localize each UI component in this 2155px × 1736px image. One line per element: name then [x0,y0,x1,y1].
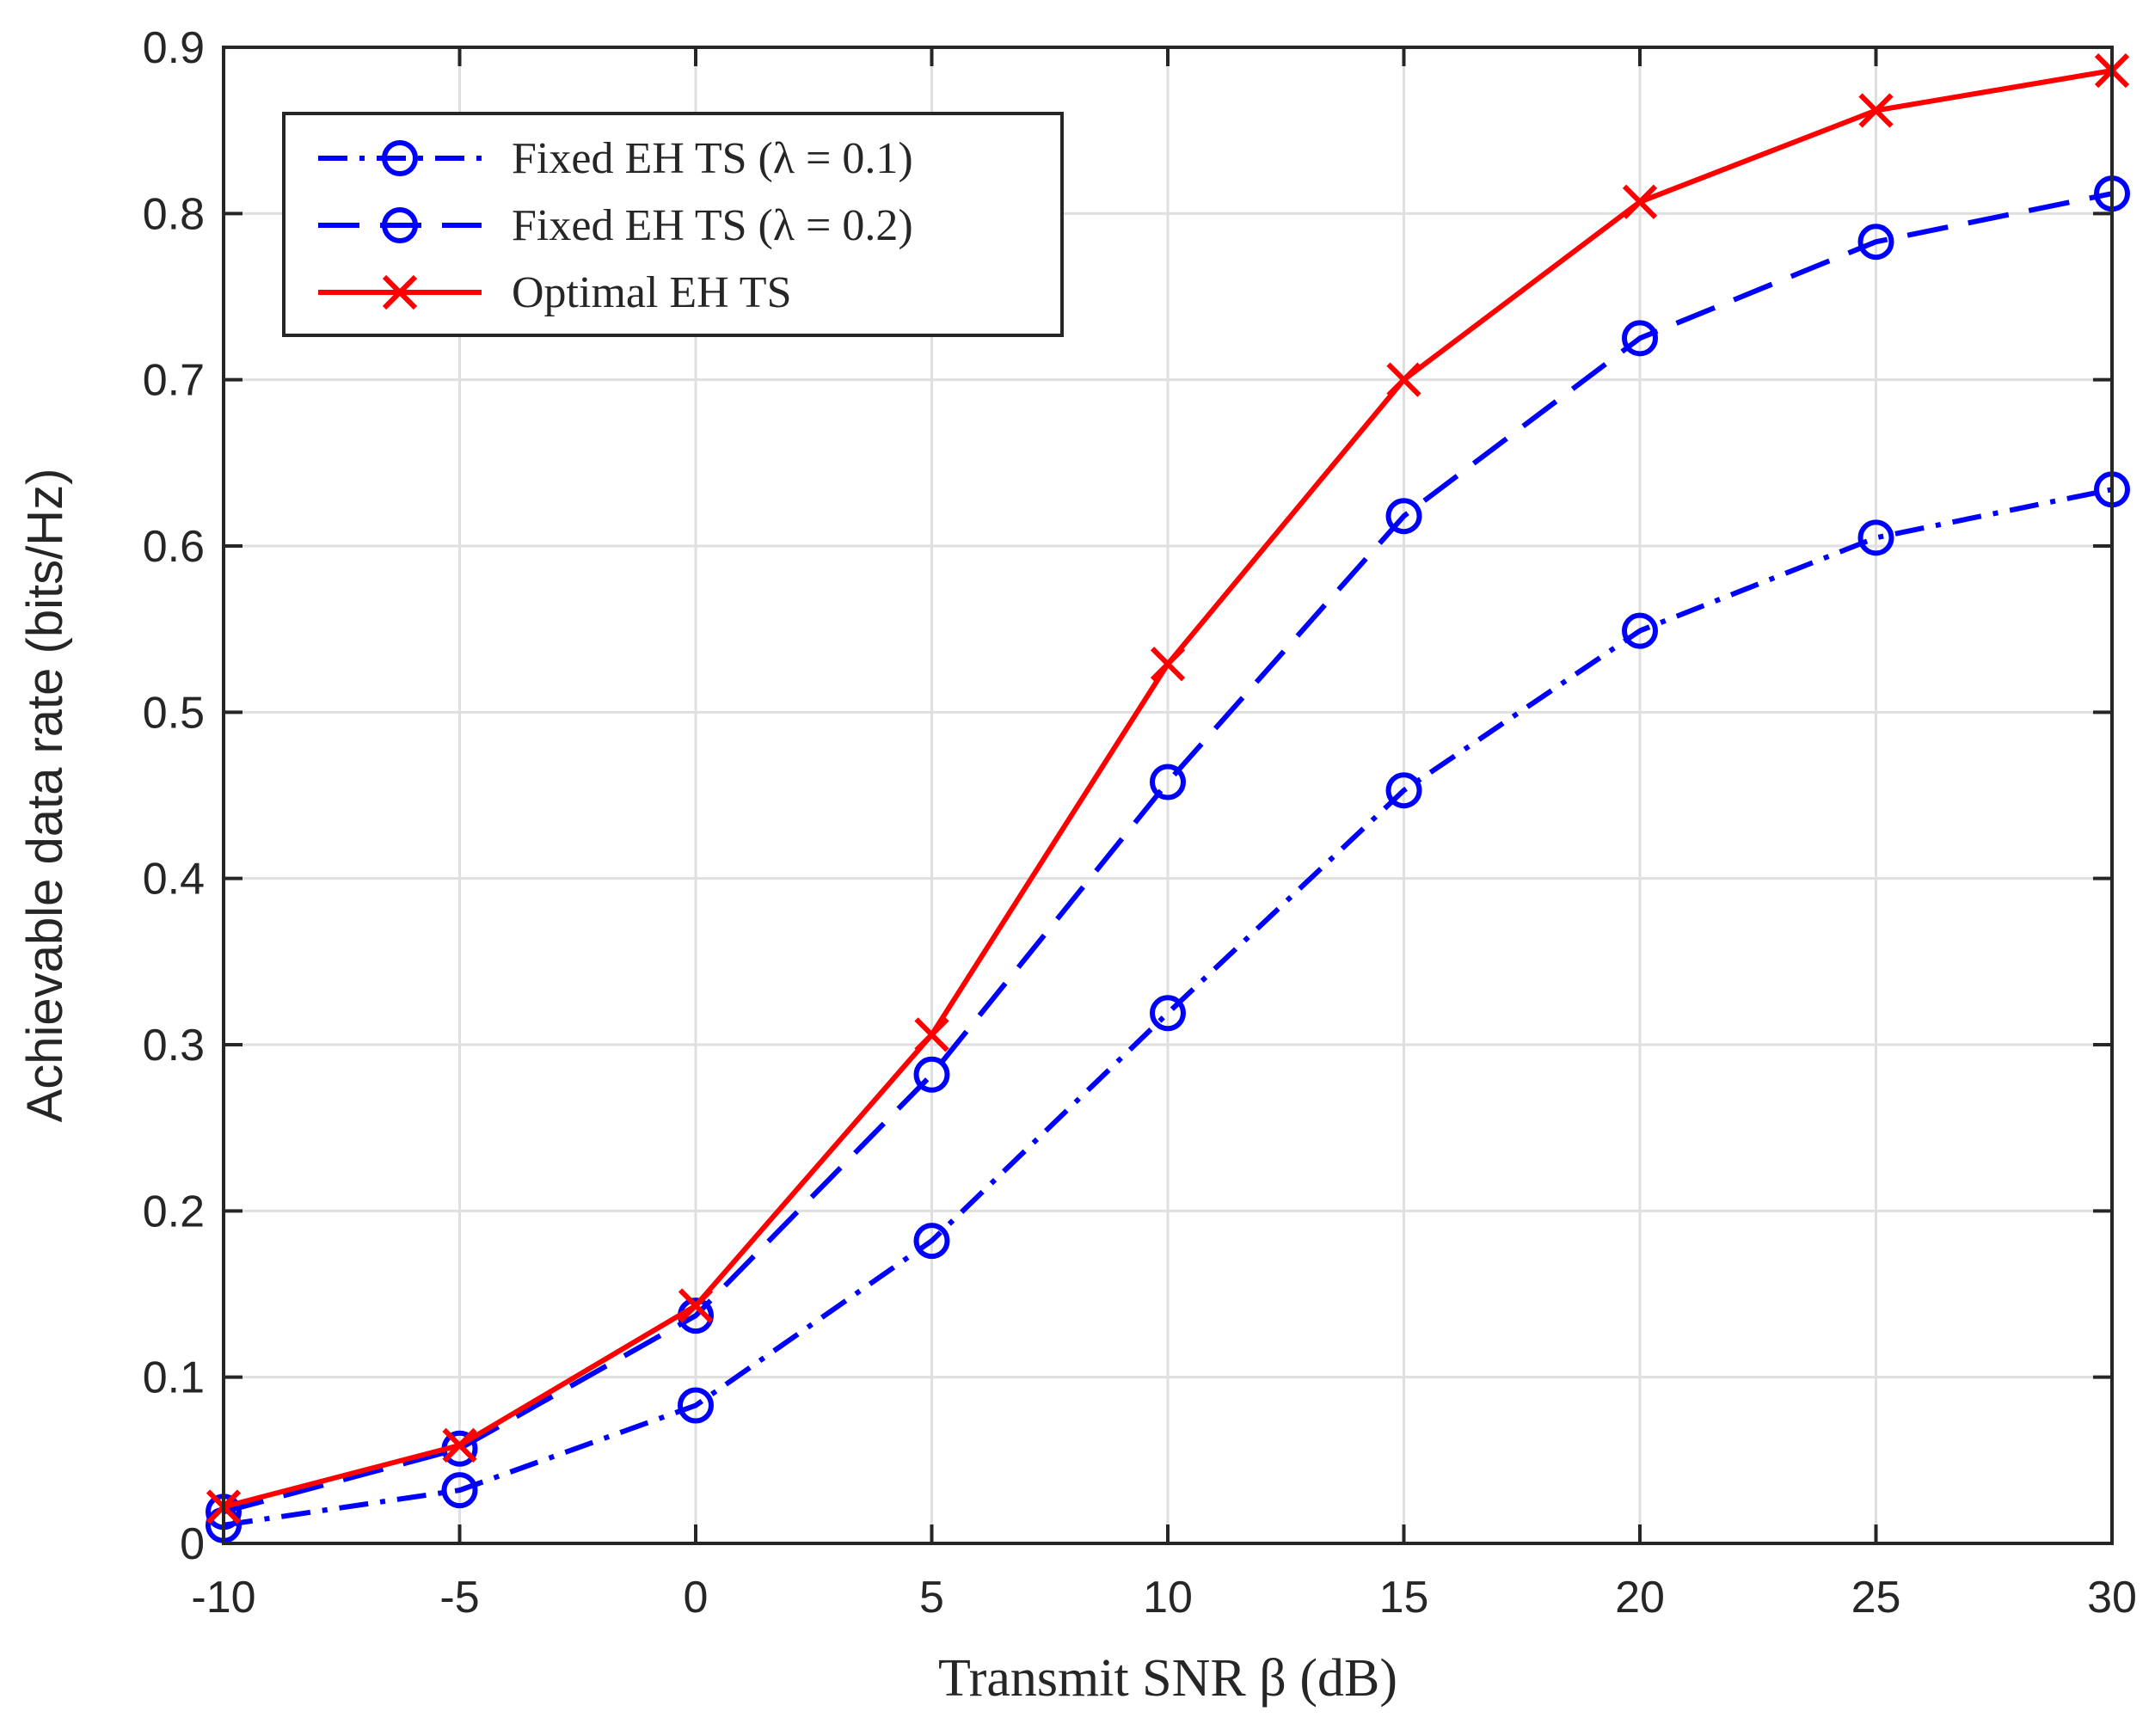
data-point [914,1017,949,1052]
x-tick-label: -5 [439,1573,479,1623]
y-tick-label: 0.8 [143,189,205,239]
y-tick-label: 0.4 [143,855,205,905]
series-layer [206,52,2130,1543]
y-tick-label: 0 [180,1519,205,1569]
legend-label: Fixed EH TS (λ = 0.1) [512,134,913,183]
data-point [913,1223,950,1260]
legend: Fixed EH TS (λ = 0.1) Fixed EH TS (λ = 0.… [282,112,1064,337]
x-marker-stroke [442,1427,477,1463]
ticks [222,46,2114,1545]
y-tick-label: 0.7 [143,356,205,406]
x-tick-label: 15 [1379,1573,1429,1623]
x-marker-stroke [1622,184,1658,219]
grid [222,46,2114,1545]
data-point [441,1472,478,1509]
legend-entry-2: Fixed EH TS (λ = 0.2) [318,201,913,250]
y-tick-label: 0.6 [143,522,205,572]
x-marker-stroke [382,274,418,310]
legend-marker [382,140,418,176]
x-tick-label: 30 [2087,1573,2137,1623]
legend-marker [382,274,418,310]
data-point [1385,772,1422,809]
x-marker-stroke [678,1288,714,1323]
y-tick-label: 0.1 [143,1353,205,1403]
x-tick-label: 10 [1143,1573,1193,1623]
x-axis-label: Transmit SNR β (dB) [938,1649,1397,1708]
x-tick-label: 20 [1615,1573,1665,1623]
data-point [442,1427,477,1463]
legend-entry-1: Fixed EH TS (λ = 0.1) [318,134,913,183]
data-point [1150,764,1186,801]
x-marker-stroke [1386,362,1421,397]
data-point [913,1056,950,1093]
y-tick-label: 0.2 [143,1187,205,1236]
data-point [1150,995,1186,1032]
x-tick-label: 25 [1851,1573,1901,1623]
series-line [223,191,2113,1515]
data-point [1385,498,1422,535]
series-3 [206,52,2130,1524]
x-tick-label: 5 [919,1573,944,1623]
y-tick-label: 0.3 [143,1021,205,1070]
x-tick-label: -10 [191,1573,255,1623]
series-line [223,487,2113,1528]
y-tick-label: 0.9 [143,23,205,73]
legend-label: Optimal EH TS [512,268,791,317]
data-point [1622,612,1658,649]
legend-label: Fixed EH TS (λ = 0.2) [512,201,913,250]
data-point [1858,93,1894,128]
data-point [1150,647,1186,682]
tick-labels: -10 -5 0 5 10 15 20 25 30 0 0.1 0.2 0.3 0.4 0.5 0.6 0.7 0… [143,23,2137,1623]
x-marker-stroke [914,1017,949,1052]
legend-marker [382,207,418,243]
x-marker-stroke [1858,93,1894,128]
x-marker-stroke [1150,647,1186,682]
data-point [678,1387,714,1424]
data-point [1857,224,1894,261]
legend-entry-3: Optimal EH TS [318,268,791,317]
y-axis-label: Achievable data rate (bits/Hz) [17,469,73,1123]
data-point [1622,320,1658,357]
data-point [1622,184,1658,219]
data-point [1386,362,1421,397]
data-point [678,1288,714,1323]
y-tick-label: 0.5 [143,688,205,738]
data-point [1857,519,1894,556]
x-tick-label: 0 [684,1573,709,1623]
